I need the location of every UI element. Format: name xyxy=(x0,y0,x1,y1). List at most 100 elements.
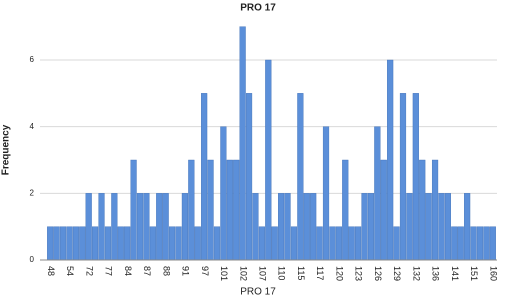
bar xyxy=(188,159,195,261)
bar xyxy=(245,93,253,261)
chart-title: PRO 17 xyxy=(240,3,276,14)
bar xyxy=(117,226,124,261)
bar xyxy=(156,193,163,261)
x-tick-label: 132 xyxy=(411,266,421,281)
x-tick-label: 123 xyxy=(354,266,364,281)
x-tick-label: 160 xyxy=(488,266,498,281)
bar xyxy=(168,226,176,261)
bar xyxy=(303,193,310,261)
bar xyxy=(149,226,156,261)
bar xyxy=(226,159,233,261)
bar xyxy=(310,193,317,261)
bar xyxy=(342,159,349,261)
bar xyxy=(476,226,484,261)
x-tick-label: 151 xyxy=(469,266,479,281)
bar xyxy=(239,26,246,261)
bar xyxy=(451,226,458,261)
x-tick-label: 77 xyxy=(104,266,114,276)
bar xyxy=(85,193,92,261)
bar xyxy=(79,226,86,261)
x-tick-label: 84 xyxy=(123,266,133,276)
bar xyxy=(194,226,201,261)
bar xyxy=(47,226,54,261)
bar xyxy=(329,226,336,261)
x-axis-label: PRO 17 xyxy=(240,287,276,298)
bar xyxy=(464,193,471,261)
x-tick-label: 97 xyxy=(200,266,210,276)
bar xyxy=(136,193,144,261)
bar xyxy=(111,193,118,261)
bar xyxy=(322,126,330,261)
bar xyxy=(162,193,169,261)
bar xyxy=(438,193,445,261)
bar xyxy=(387,59,394,261)
bar xyxy=(412,93,419,261)
bar xyxy=(233,159,240,261)
bar xyxy=(207,159,214,261)
bar xyxy=(393,226,400,261)
bar xyxy=(297,93,304,261)
x-tick-label: 54 xyxy=(65,266,75,276)
bar xyxy=(316,226,323,261)
bar xyxy=(284,193,291,261)
x-tick-label: 141 xyxy=(450,266,460,281)
y-tick-label: 6 xyxy=(30,55,35,64)
x-tick-label: 48 xyxy=(46,266,56,276)
x-tick-label: 129 xyxy=(392,266,402,281)
bar xyxy=(361,193,368,261)
x-tick-label: 102 xyxy=(238,266,248,281)
bar xyxy=(483,226,490,261)
x-tick-label: 115 xyxy=(296,266,306,280)
bar xyxy=(66,226,73,261)
bar xyxy=(252,193,259,261)
x-tick-label: 91 xyxy=(181,266,191,276)
x-tick-label: 107 xyxy=(258,266,268,281)
bar xyxy=(220,126,227,261)
bar xyxy=(367,193,375,261)
bar xyxy=(181,193,188,261)
bar xyxy=(201,93,208,261)
bar xyxy=(92,226,99,261)
bar xyxy=(104,226,112,261)
bar xyxy=(53,226,60,261)
bar xyxy=(444,193,451,261)
bar xyxy=(98,193,105,261)
y-tick-label: 2 xyxy=(30,188,35,197)
bar xyxy=(355,226,362,261)
bar xyxy=(72,226,79,261)
bar xyxy=(489,226,496,261)
bar xyxy=(143,193,150,261)
bar xyxy=(425,193,432,261)
bar xyxy=(380,159,387,261)
y-tick-label: 0 xyxy=(30,255,35,264)
y-tick-label: 4 xyxy=(30,122,35,131)
bar xyxy=(457,226,464,261)
x-tick-label: 87 xyxy=(142,266,152,276)
bar xyxy=(258,226,265,261)
bar xyxy=(59,226,67,261)
bar xyxy=(124,226,131,261)
bar xyxy=(271,226,278,261)
bar xyxy=(175,226,182,261)
bar xyxy=(213,226,221,261)
bar xyxy=(265,59,272,261)
bar xyxy=(278,193,285,261)
x-tick-label: 120 xyxy=(334,266,344,281)
bar xyxy=(419,159,426,261)
bar xyxy=(470,226,477,261)
y-axis-label: Frequency xyxy=(1,124,12,175)
bar xyxy=(431,159,439,261)
bar xyxy=(348,226,355,261)
bar xyxy=(335,226,342,261)
x-tick-label: 117 xyxy=(315,266,325,280)
bar xyxy=(130,159,137,261)
bar xyxy=(374,126,381,261)
x-tick-label: 136 xyxy=(431,266,441,281)
x-tick-label: 126 xyxy=(373,266,383,281)
x-tick-label: 88 xyxy=(161,266,171,276)
x-tick-label: 110 xyxy=(277,266,287,280)
x-tick-label: 101 xyxy=(219,266,229,281)
bar xyxy=(406,193,413,261)
bar xyxy=(290,226,298,261)
